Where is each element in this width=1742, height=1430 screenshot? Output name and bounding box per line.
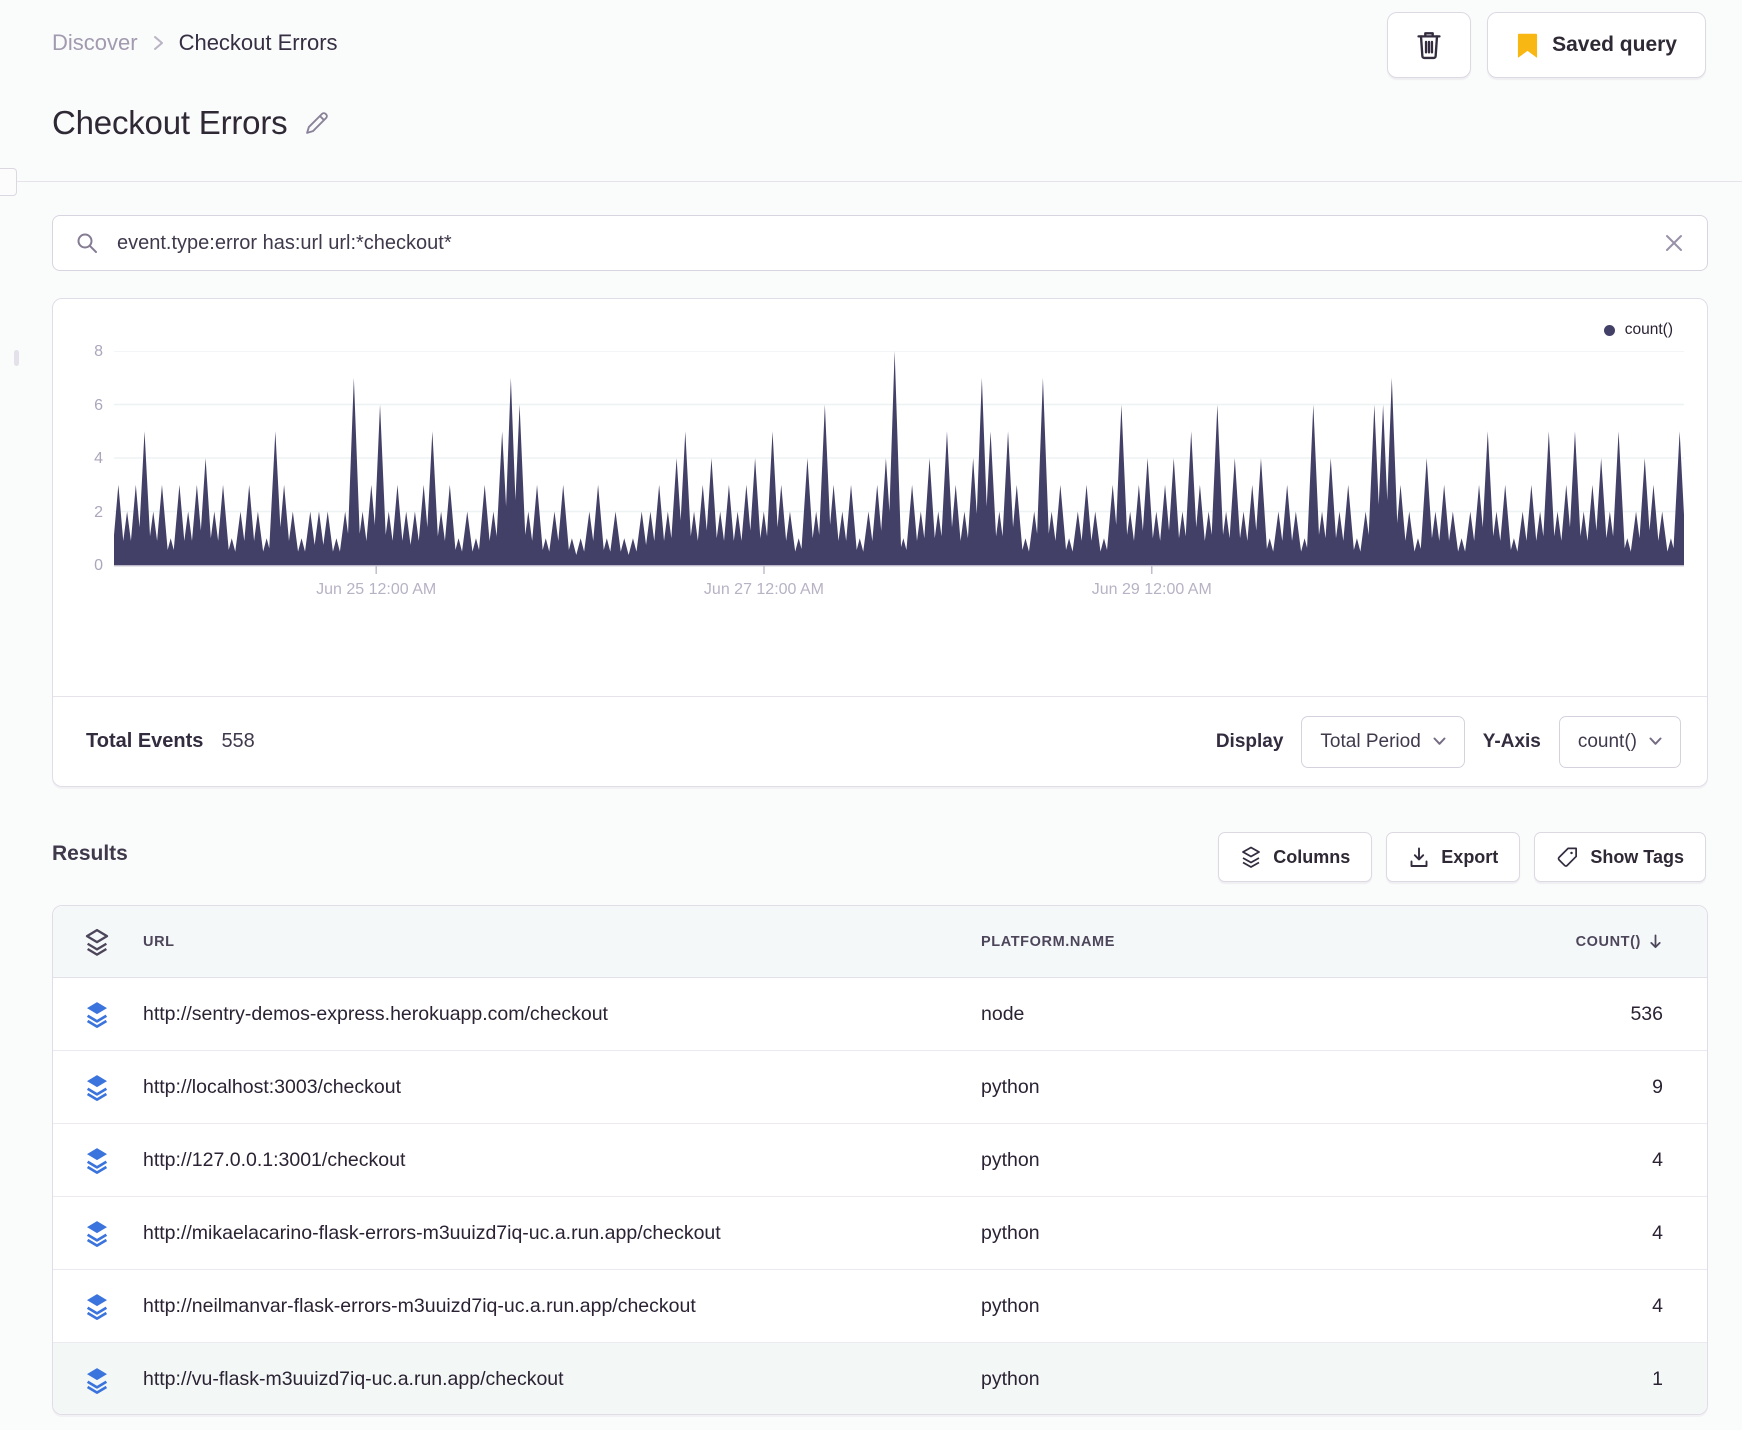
- export-label: Export: [1441, 846, 1499, 867]
- chevron-down-icon: [1433, 737, 1446, 745]
- row-count: 4: [1652, 1294, 1663, 1317]
- row-stack-icon[interactable]: [83, 999, 127, 1029]
- y-tick-label: 0: [94, 557, 103, 574]
- row-count: 4: [1652, 1221, 1663, 1244]
- row-stack-icon[interactable]: [83, 1145, 127, 1175]
- search-input[interactable]: [115, 230, 1663, 256]
- chevron-right-icon: [152, 33, 165, 53]
- column-header-platform[interactable]: PLATFORM.NAME: [981, 933, 1115, 950]
- row-stack-icon[interactable]: [83, 1072, 127, 1102]
- y-tick-label: 2: [94, 503, 103, 521]
- chart-controls: Display Total Period Y-Axis count(): [1215, 715, 1681, 768]
- row-url: http://mikaelacarino-flask-errors-m3uuiz…: [143, 1221, 721, 1244]
- table-row[interactable]: http://mikaelacarino-flask-errors-m3uuiz…: [53, 1197, 1707, 1270]
- legend-dot-icon: [1603, 324, 1615, 336]
- export-button[interactable]: Export: [1386, 832, 1521, 882]
- column-header-url[interactable]: URL: [143, 933, 175, 950]
- row-stack-icon[interactable]: [83, 1365, 127, 1395]
- table-row[interactable]: http://localhost:3003/checkout python 9: [53, 1051, 1707, 1124]
- display-select-value: Total Period: [1320, 730, 1421, 752]
- panel-drag-handle[interactable]: [14, 350, 19, 366]
- page-title-row: Checkout Errors: [52, 104, 331, 142]
- clear-search-icon[interactable]: [1663, 232, 1685, 254]
- chart-legend[interactable]: count(): [1603, 321, 1673, 339]
- row-platform: node: [981, 1002, 1025, 1025]
- row-platform: python: [981, 1148, 1040, 1171]
- row-platform: python: [981, 1368, 1040, 1390]
- row-platform: python: [981, 1221, 1040, 1244]
- results-actions: Columns Export Show Tags: [1218, 832, 1706, 882]
- chart-panel: count() Total Events 558 Display Total P…: [52, 298, 1708, 787]
- row-url: http://neilmanvar-flask-errors-m3uuizd7i…: [143, 1294, 696, 1317]
- row-count: 1: [1652, 1368, 1663, 1390]
- row-url: http://sentry-demos-express.herokuapp.co…: [143, 1002, 608, 1025]
- header-actions: Saved query: [1387, 12, 1706, 78]
- search-bar: [52, 215, 1708, 271]
- row-stack-icon[interactable]: [83, 1291, 127, 1321]
- sort-desc-arrow-icon: [1650, 934, 1661, 949]
- show-tags-label: Show Tags: [1590, 846, 1684, 867]
- total-events-label: Total Events: [86, 730, 204, 752]
- column-header-count[interactable]: COUNT(): [1317, 933, 1663, 950]
- results-heading: Results: [52, 842, 128, 865]
- yaxis-select-value: count(): [1577, 730, 1637, 752]
- row-url: http://127.0.0.1:3001/checkout: [143, 1148, 406, 1171]
- chart-footer: Total Events 558 Display Total Period Y-…: [53, 696, 1707, 786]
- table-row[interactable]: http://neilmanvar-flask-errors-m3uuizd7i…: [53, 1270, 1707, 1343]
- show-tags-button[interactable]: Show Tags: [1534, 832, 1706, 882]
- total-events-value: 558: [221, 730, 255, 752]
- saved-query-button[interactable]: Saved query: [1487, 12, 1706, 78]
- table-row[interactable]: http://sentry-demos-express.herokuapp.co…: [53, 978, 1707, 1051]
- bookmark-icon: [1516, 32, 1539, 59]
- row-url: http://vu-flask-m3uuizd7iq-uc.a.run.app/…: [143, 1368, 564, 1390]
- sidebar-collapse-tab[interactable]: [0, 168, 17, 196]
- chevron-down-icon: [1649, 737, 1662, 745]
- x-tick-label: Jun 25 12:00 AM: [316, 581, 437, 598]
- count-header-label: COUNT(): [1575, 933, 1641, 950]
- breadcrumb-current: Checkout Errors: [178, 30, 338, 55]
- x-tick-label: Jun 29 12:00 AM: [1091, 581, 1212, 598]
- display-select[interactable]: Total Period: [1301, 715, 1465, 768]
- results-table: URL PLATFORM.NAME COUNT() http://sentry-…: [52, 905, 1708, 1415]
- trash-icon: [1414, 29, 1444, 61]
- table-row[interactable]: http://vu-flask-m3uuizd7iq-uc.a.run.app/…: [53, 1343, 1707, 1414]
- columns-label: Columns: [1273, 846, 1351, 867]
- row-platform: python: [981, 1294, 1040, 1317]
- yaxis-label: Y-Axis: [1482, 730, 1541, 752]
- row-stack-icon[interactable]: [83, 1218, 127, 1248]
- delete-query-button[interactable]: [1387, 12, 1472, 78]
- row-url: http://localhost:3003/checkout: [143, 1075, 402, 1098]
- y-tick-label: 6: [94, 396, 103, 414]
- table-header-row: URL PLATFORM.NAME COUNT(): [53, 906, 1707, 978]
- header-divider: [0, 181, 1742, 182]
- row-count: 536: [1630, 1002, 1663, 1025]
- chart-plot: [114, 351, 1684, 574]
- legend-label: count(): [1624, 321, 1673, 338]
- row-count: 9: [1652, 1075, 1663, 1098]
- edit-pencil-icon[interactable]: [303, 109, 331, 137]
- y-tick-label: 4: [94, 450, 103, 467]
- table-body: http://sentry-demos-express.herokuapp.co…: [53, 978, 1707, 1414]
- stack-column-icon: [83, 927, 127, 957]
- tag-icon: [1556, 846, 1579, 869]
- row-platform: python: [981, 1075, 1040, 1098]
- breadcrumb: Discover Checkout Errors: [52, 30, 338, 56]
- columns-button[interactable]: Columns: [1218, 832, 1373, 882]
- display-label: Display: [1215, 730, 1284, 752]
- yaxis-select[interactable]: count(): [1558, 715, 1681, 768]
- x-tick-label: Jun 27 12:00 AM: [703, 581, 825, 598]
- download-icon: [1408, 846, 1430, 869]
- table-row[interactable]: http://127.0.0.1:3001/checkout python 4: [53, 1124, 1707, 1197]
- breadcrumb-discover[interactable]: Discover: [52, 30, 138, 55]
- row-count: 4: [1652, 1148, 1663, 1171]
- page-title: Checkout Errors: [52, 104, 288, 141]
- saved-query-label: Saved query: [1552, 33, 1677, 56]
- stack-icon: [1240, 845, 1262, 869]
- y-tick-label: 8: [94, 343, 103, 360]
- search-icon: [75, 231, 99, 255]
